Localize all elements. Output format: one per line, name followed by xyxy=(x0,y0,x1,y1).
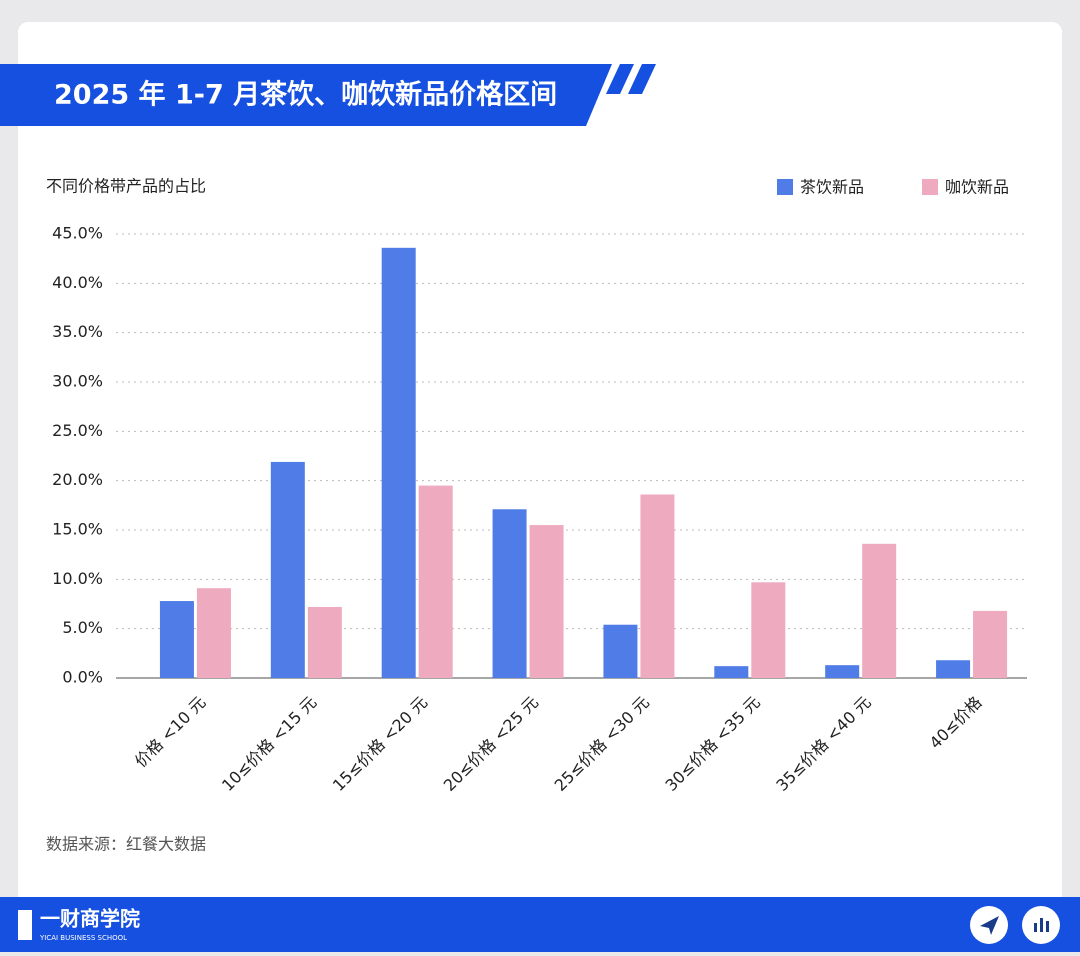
bar xyxy=(714,666,749,678)
y-tick-label: 20.0% xyxy=(52,470,103,489)
stats-icon xyxy=(1046,921,1049,932)
title-banner xyxy=(0,64,612,126)
y-tick-label: 30.0% xyxy=(52,372,103,391)
legend-label: 咖饮新品 xyxy=(945,178,1009,197)
y-tick-label: 0.0% xyxy=(62,668,103,687)
chart-title: 2025 年 1-7 月茶饮、咖饮新品价格区间 xyxy=(54,79,557,111)
stats-icon xyxy=(1040,918,1043,932)
bar xyxy=(603,624,638,678)
y-tick-label: 25.0% xyxy=(52,421,103,440)
source: 数据来源：红餐大数据 xyxy=(46,835,206,854)
share-icon xyxy=(980,916,999,935)
y-tick-label: 15.0% xyxy=(52,520,103,539)
stats-icon xyxy=(1034,923,1037,932)
bar xyxy=(973,610,1008,678)
bar xyxy=(492,509,527,678)
y-tick-label: 35.0% xyxy=(52,322,103,341)
bar xyxy=(381,247,416,678)
footer-bar xyxy=(0,897,1080,952)
bar xyxy=(270,461,305,678)
bar xyxy=(862,543,897,678)
legend-label: 茶饮新品 xyxy=(800,178,864,197)
y-tick-label: 5.0% xyxy=(62,618,103,637)
y-axis-label: 不同价格带产品的占比 xyxy=(46,177,206,196)
y-tick-label: 45.0% xyxy=(52,224,103,243)
banner-slash xyxy=(628,64,656,94)
bar xyxy=(936,660,971,678)
bar xyxy=(529,525,564,678)
card xyxy=(18,22,1062,922)
banner-slash xyxy=(606,64,634,94)
bar xyxy=(751,582,786,678)
y-tick-label: 40.0% xyxy=(52,273,103,292)
bar xyxy=(196,588,231,678)
bar xyxy=(825,665,860,678)
footer-logo: 一财商学院 xyxy=(40,907,140,931)
legend-swatch xyxy=(922,179,938,195)
bar xyxy=(418,485,453,678)
bar xyxy=(307,606,342,678)
bar xyxy=(640,494,675,678)
legend-swatch xyxy=(777,179,793,195)
bar xyxy=(159,601,194,678)
y-tick-label: 10.0% xyxy=(52,569,103,588)
logo-mark xyxy=(18,910,32,940)
footer-logo-subtitle: YICAI BUSINESS SCHOOL xyxy=(39,934,127,942)
